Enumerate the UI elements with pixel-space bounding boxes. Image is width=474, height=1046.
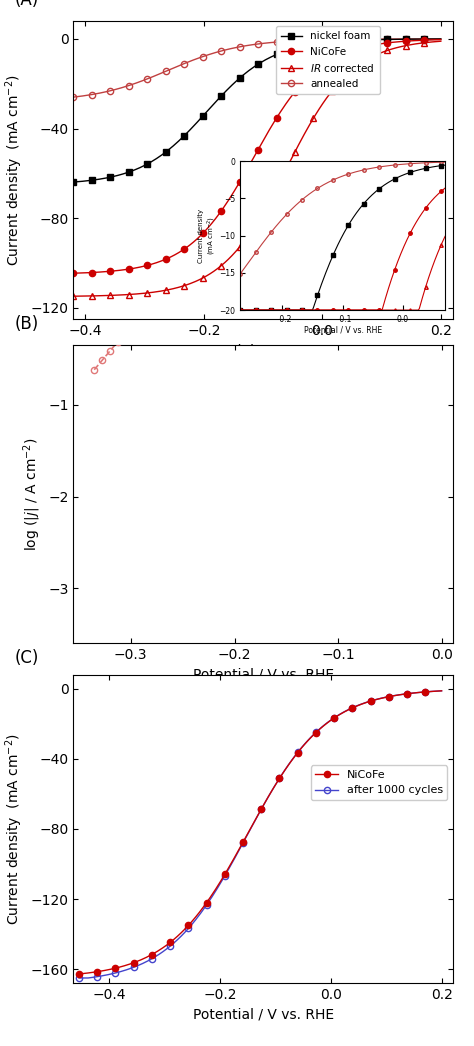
annealed — [438, 32, 444, 45]
Legend: nickel foam, NiCoFe, $IR$ corrected, annealed: nickel foam, NiCoFe, $IR$ corrected, ann… — [276, 26, 380, 94]
nickel foam — [93, 174, 99, 186]
NiCoFe — [139, 260, 145, 273]
annealed — [71, 91, 76, 104]
Text: (B): (B) — [15, 315, 39, 334]
after 1000 cycles — [408, 687, 413, 700]
$IR$ corrected — [168, 282, 174, 295]
annealed — [419, 32, 425, 45]
$IR$ corrected — [85, 290, 91, 302]
nickel foam — [407, 32, 412, 45]
NiCoFe — [173, 932, 178, 945]
$IR$ corrected — [407, 39, 412, 51]
after 1000 cycles — [173, 935, 178, 948]
Text: (C): (C) — [15, 649, 39, 667]
after 1000 cycles — [144, 955, 149, 968]
nickel foam — [168, 141, 174, 154]
NiCoFe — [438, 33, 444, 46]
annealed — [168, 63, 174, 75]
nickel foam — [85, 175, 91, 187]
Line: after 1000 cycles: after 1000 cycles — [76, 687, 445, 981]
Text: (A): (A) — [15, 0, 39, 9]
X-axis label: Potential / V vs. RHE: Potential / V vs. RHE — [192, 1007, 334, 1022]
after 1000 cycles — [91, 971, 96, 983]
NiCoFe — [419, 33, 425, 46]
NiCoFe — [439, 684, 445, 697]
after 1000 cycles — [439, 684, 445, 697]
X-axis label: Potential / V vs. RHE: Potential / V vs. RHE — [192, 667, 334, 682]
NiCoFe — [420, 686, 426, 699]
Y-axis label: Current density  (mA cm$^{-2}$): Current density (mA cm$^{-2}$) — [3, 733, 25, 925]
nickel foam — [139, 160, 145, 173]
after 1000 cycles — [76, 972, 82, 984]
Line: NiCoFe: NiCoFe — [70, 37, 444, 276]
NiCoFe — [98, 964, 104, 977]
NiCoFe — [168, 250, 174, 263]
Line: nickel foam: nickel foam — [70, 36, 444, 185]
NiCoFe — [93, 266, 99, 278]
after 1000 cycles — [98, 970, 104, 982]
annealed — [407, 32, 412, 45]
nickel foam — [419, 32, 425, 45]
NiCoFe — [76, 968, 82, 980]
Legend: NiCoFe, after 1000 cycles: NiCoFe, after 1000 cycles — [311, 766, 447, 800]
annealed — [139, 74, 145, 87]
$IR$ corrected — [438, 35, 444, 47]
NiCoFe — [71, 267, 76, 279]
X-axis label: Potential / V vs. RHE: Potential / V vs. RHE — [192, 343, 334, 358]
Y-axis label: log ($|j|$ / A cm$^{-2}$): log ($|j|$ / A cm$^{-2}$) — [21, 437, 43, 551]
NiCoFe — [91, 965, 96, 978]
$IR$ corrected — [139, 288, 145, 300]
$IR$ corrected — [93, 290, 99, 302]
Line: $IR$ corrected: $IR$ corrected — [70, 38, 444, 299]
NiCoFe — [144, 951, 149, 963]
NiCoFe — [407, 35, 412, 47]
annealed — [85, 89, 91, 101]
NiCoFe — [85, 267, 91, 279]
after 1000 cycles — [420, 686, 426, 699]
Line: annealed: annealed — [70, 36, 444, 100]
$IR$ corrected — [71, 290, 76, 302]
NiCoFe — [408, 687, 413, 700]
annealed — [93, 88, 99, 100]
nickel foam — [438, 32, 444, 45]
nickel foam — [71, 176, 76, 188]
Y-axis label: Current density  (mA cm$^{-2}$): Current density (mA cm$^{-2}$) — [3, 74, 25, 266]
Line: NiCoFe: NiCoFe — [76, 687, 445, 977]
$IR$ corrected — [419, 37, 425, 49]
